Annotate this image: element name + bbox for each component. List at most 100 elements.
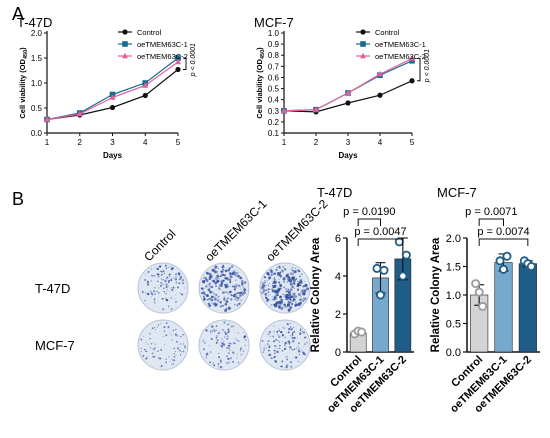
colony-dot — [175, 329, 177, 331]
colony-dot — [283, 286, 286, 289]
colony-dot — [286, 298, 289, 301]
mcf7-viability-chart: MCF-70.10.20.30.40.50.60.70.80.91.01 2 3 4 5… — [254, 15, 431, 160]
colony-dot — [288, 328, 290, 330]
significance-bracket — [417, 58, 421, 82]
colony-dot — [242, 350, 245, 352]
colony-dot — [295, 301, 297, 303]
colony-dot — [232, 351, 235, 354]
bar — [494, 262, 513, 353]
colony-dot — [228, 278, 232, 282]
colony-dot — [200, 292, 203, 295]
x-tick-label: 3 — [346, 138, 351, 147]
colony-dot — [289, 361, 292, 364]
data-point — [495, 256, 505, 266]
colony-dot — [200, 287, 204, 290]
colony-dot — [226, 362, 228, 364]
colony-dot — [220, 338, 223, 340]
colony-dot — [299, 298, 303, 302]
colony-dot — [272, 281, 275, 284]
colony-dot — [207, 302, 210, 305]
colony-dot — [291, 286, 293, 288]
colony-dot — [292, 326, 295, 329]
colony-dot — [146, 280, 149, 283]
colony-dot — [224, 302, 228, 306]
colony-dot — [239, 294, 242, 297]
colony-dot — [228, 292, 230, 294]
colony-dot — [207, 283, 210, 286]
legend-marker — [360, 41, 366, 47]
colony-dot — [262, 351, 265, 353]
colony-dot — [241, 284, 244, 287]
data-point — [175, 66, 181, 73]
colony-dot — [280, 295, 283, 298]
colony-dot — [273, 276, 276, 278]
colony-dot — [233, 271, 235, 273]
colony-dot — [304, 280, 306, 282]
colony-dot — [171, 334, 173, 336]
data-point — [409, 55, 415, 61]
colony-dot — [242, 287, 245, 289]
colony-dot — [228, 267, 231, 270]
colony-dot — [227, 336, 229, 338]
colony-dot — [160, 278, 162, 280]
y-tick-label: 1.0 — [31, 79, 43, 88]
colony-dot — [276, 348, 278, 349]
colony-dot — [276, 271, 280, 275]
colony-dot — [303, 345, 305, 347]
colony-dot — [169, 276, 171, 278]
x-tick-label: 1 — [282, 138, 287, 147]
colony-dot — [302, 299, 305, 302]
colony-dot — [217, 295, 220, 298]
colony-dot — [216, 289, 218, 291]
colony-dot — [264, 279, 266, 282]
colony-dot — [182, 343, 184, 345]
colony-dot — [293, 297, 295, 299]
colony-dot — [170, 308, 173, 310]
colony-dot — [228, 342, 230, 345]
colony-dot — [240, 353, 243, 356]
colony-dot — [215, 266, 217, 268]
data-point — [375, 290, 385, 300]
p-value-label: p = 0.0074 — [477, 226, 529, 238]
colony-dish — [259, 319, 311, 371]
colony-dot — [172, 362, 175, 365]
colony-dot — [227, 357, 230, 360]
colony-dot — [210, 338, 212, 340]
colony-dot — [243, 291, 246, 295]
colony-dot — [206, 298, 209, 301]
x-axis-label: Days — [338, 151, 358, 160]
legend-marker — [360, 29, 366, 35]
series-line-3 — [46, 61, 179, 121]
colony-dot — [170, 278, 173, 281]
colony-dot — [234, 295, 238, 299]
colony-dot — [154, 267, 156, 269]
colony-dot — [237, 332, 239, 334]
colony-dot — [153, 301, 156, 304]
colony-dot — [273, 272, 277, 276]
colony-dot — [154, 298, 156, 300]
colony-dot — [273, 340, 275, 343]
colony-dot — [291, 332, 294, 334]
colony-dot — [292, 294, 295, 297]
colony-dot — [160, 349, 162, 351]
colony-dot — [287, 308, 291, 312]
t47d-viability-chart: T-47D 0.0 0.5 1.0 1.5 2.0 1 2 3 4 5 Days Cell viabil… — [17, 15, 197, 160]
colony-dot — [239, 285, 241, 288]
colony-dot — [214, 281, 218, 285]
colony-dot — [218, 298, 220, 300]
colony-dot — [175, 294, 177, 296]
y-tick-label: 0.8 — [268, 51, 280, 60]
colony-dot — [238, 294, 242, 297]
colony-dot — [263, 349, 265, 351]
colony-dot — [168, 266, 170, 268]
colony-dot — [274, 345, 276, 347]
colony-dot — [278, 290, 280, 292]
data-point — [345, 89, 351, 96]
colony-dot — [223, 298, 226, 301]
colony-dot — [304, 285, 307, 287]
colony-dot — [181, 279, 185, 282]
colony-dot — [215, 329, 218, 332]
colony-dot — [149, 337, 151, 340]
colony-dot — [240, 289, 242, 290]
